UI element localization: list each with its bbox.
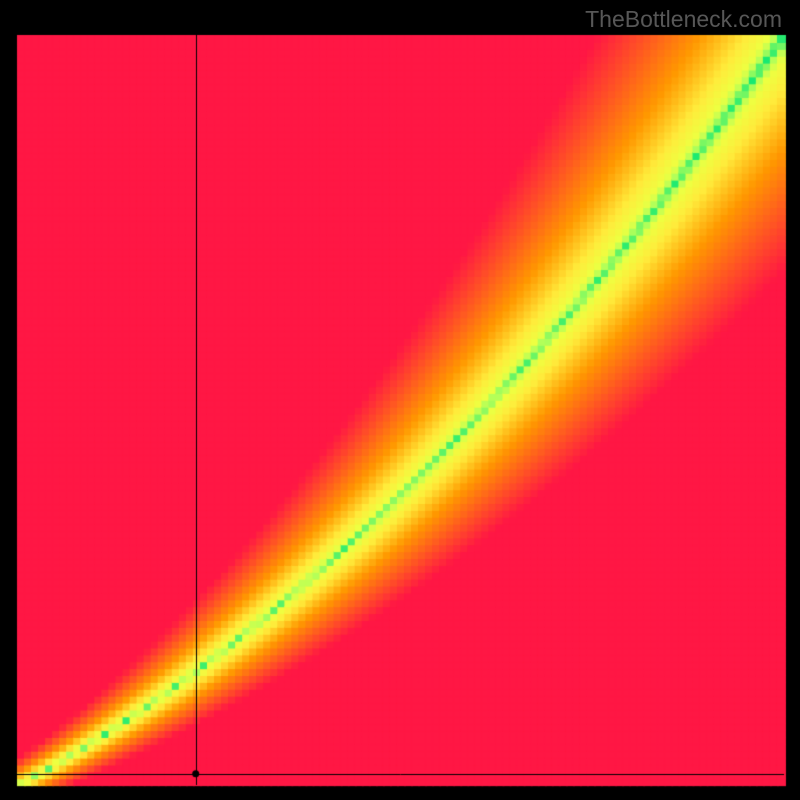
bottleneck-heatmap [0,0,800,800]
chart-container: TheBottleneck.com [0,0,800,800]
watermark-text: TheBottleneck.com [585,6,782,33]
